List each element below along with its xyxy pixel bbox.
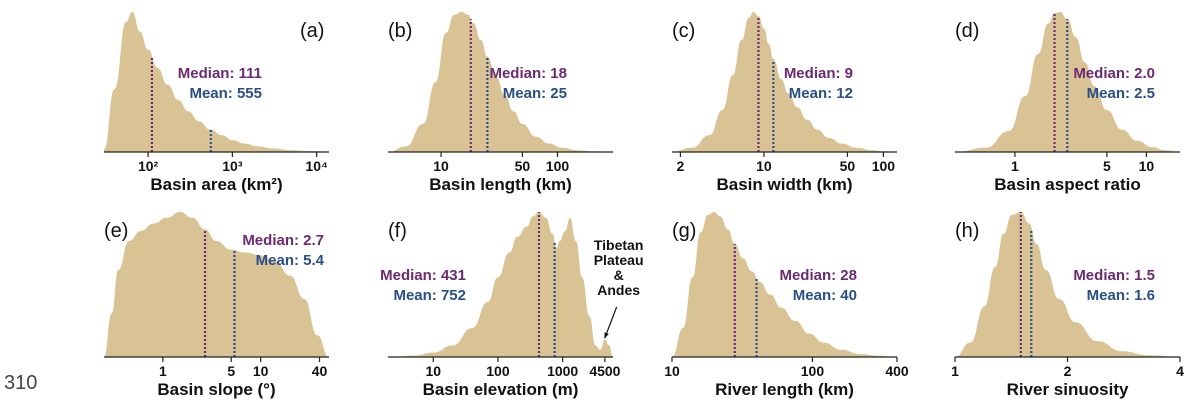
x-tick-label: 10⁴ — [305, 158, 328, 174]
panel-label: (g) — [672, 220, 696, 242]
x-tick-label: 100 — [486, 363, 510, 379]
panel-label: (c) — [672, 20, 695, 42]
x-axis-title: River sinuosity — [1007, 380, 1129, 399]
x-tick-label: 400 — [885, 363, 909, 379]
density-area — [672, 212, 897, 357]
annotation-arrowhead — [604, 332, 609, 339]
x-axis-title: Basin aspect ratio — [994, 175, 1140, 194]
x-tick-label: 10 — [433, 158, 449, 174]
x-tick-label: 50 — [515, 158, 531, 174]
annotation-text: & — [614, 267, 624, 283]
x-tick-label: 10 — [1139, 158, 1155, 174]
x-tick-label: 5 — [1103, 158, 1111, 174]
x-tick-label: 10 — [253, 363, 269, 379]
x-tick-label: 100 — [546, 158, 570, 174]
x-tick-label: 10³ — [222, 158, 243, 174]
x-axis-title: Basin elevation (m) — [423, 380, 579, 399]
x-tick-label: 4 — [1176, 363, 1184, 379]
panel-c: 2 10 50 100 Basin width (km) (c) Median: 9 Mean… — [672, 12, 897, 194]
median-label: Median: 28 — [779, 267, 857, 284]
panel-label: (f) — [388, 220, 407, 242]
median-label: Median: 1.5 — [1073, 267, 1155, 284]
panel-label: (b) — [388, 20, 412, 42]
panel-g: 10 100 400 River length (km) (g) Median: 28 Me… — [664, 212, 909, 399]
density-area — [104, 12, 329, 152]
annotation-text: Plateau — [594, 252, 644, 268]
panel-label: (e) — [104, 220, 128, 242]
x-tick-label: 10 — [664, 363, 680, 379]
x-tick-label: 100 — [872, 158, 896, 174]
x-tick-label: 5 — [227, 363, 235, 379]
x-axis-title: Basin width (km) — [716, 175, 852, 194]
x-axis-title: Basin area (km²) — [150, 175, 282, 194]
median-label: Median: 111 — [178, 65, 262, 82]
annotation-arrow — [604, 306, 618, 339]
x-tick-label: 4500 — [589, 363, 620, 379]
mean-label: Mean: 12 — [789, 85, 853, 102]
density-area — [672, 12, 897, 152]
median-label: Median: 2.7 — [242, 232, 324, 249]
x-tick-label: 2 — [677, 158, 685, 174]
x-tick-label: 10² — [138, 158, 159, 174]
mean-label: Mean: 2.5 — [1087, 85, 1155, 102]
panel-e: 1 5 10 40 Basin slope (°) (e) Median: 2.7 Mean:… — [104, 212, 329, 399]
mean-label: Mean: 1.6 — [1087, 287, 1155, 304]
x-axis-title: River length (km) — [715, 380, 854, 399]
x-tick-label: 1000 — [547, 363, 578, 379]
panel-label: (d) — [955, 20, 979, 42]
density-area — [955, 212, 1180, 357]
x-axis-title: Basin slope (°) — [157, 380, 275, 399]
x-tick-label: 100 — [801, 363, 825, 379]
panel-f: 10 100 1000 4500 Basin elevation (m) (f) Media… — [380, 212, 644, 399]
x-axis-title: Basin length (km) — [429, 175, 572, 194]
mean-label: Mean: 40 — [793, 287, 857, 304]
x-tick-label: 50 — [840, 158, 856, 174]
panel-h: 1 2 4 River sinuosity (h) Median: 1.5 Mean: 1.… — [951, 212, 1184, 399]
x-tick-label: 40 — [312, 363, 328, 379]
mean-label: Mean: 555 — [189, 85, 262, 102]
panel-a: 10² 10³ 10⁴ Basin area (km²) (a) Median: 111 M… — [104, 12, 329, 194]
annotation-text: Andes — [597, 282, 640, 298]
mean-label: Mean: 25 — [503, 85, 567, 102]
median-label: Median: 2.0 — [1073, 65, 1155, 82]
mean-label: Mean: 5.4 — [256, 252, 325, 269]
median-label: Median: 18 — [489, 65, 567, 82]
x-tick-label: 10 — [425, 363, 441, 379]
x-tick-label: 2 — [1064, 363, 1072, 379]
panel-label: (h) — [955, 220, 979, 242]
page-number: 310 — [4, 372, 38, 394]
panel-label: (a) — [300, 20, 324, 42]
mean-label: Mean: 752 — [393, 287, 466, 304]
density-area — [104, 212, 329, 357]
density-area — [388, 212, 613, 357]
x-tick-label: 1 — [1011, 158, 1019, 174]
median-label: Median: 431 — [380, 267, 466, 284]
x-tick-label: 10 — [756, 158, 772, 174]
median-label: Median: 9 — [784, 65, 853, 82]
x-tick-label: 1 — [159, 363, 167, 379]
annotation-text: Tibetan — [594, 237, 644, 253]
density-area — [388, 12, 613, 152]
x-tick-label: 1 — [951, 363, 959, 379]
